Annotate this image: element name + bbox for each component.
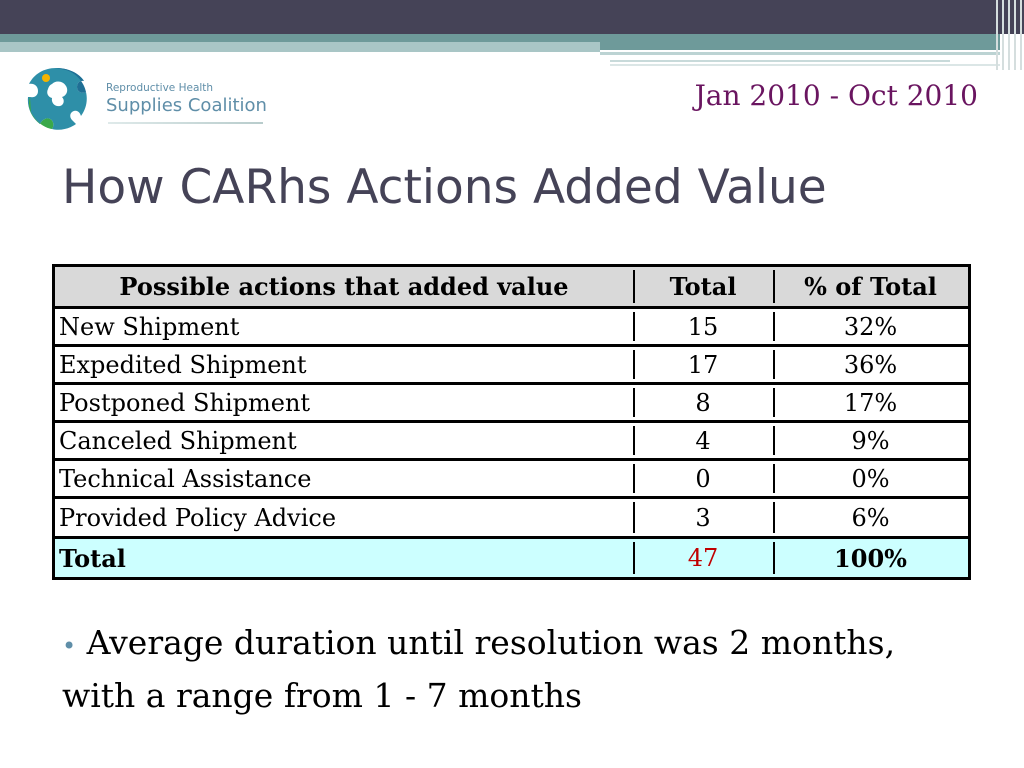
grand-total-percent: 100%: [773, 539, 968, 577]
puzzle-logo-icon: [27, 68, 87, 130]
action-cell: Postponed Shipment: [59, 388, 311, 417]
header-stripes: [994, 0, 1024, 70]
percent-cell: 0%: [773, 461, 968, 496]
action-cell: New Shipment: [59, 312, 240, 341]
header-line: [610, 60, 950, 62]
header-line: [610, 64, 1000, 66]
header-line: [600, 52, 1000, 55]
logo-line2: Supplies Coalition: [106, 95, 267, 116]
slide-title: How CARhs Actions Added Value: [62, 160, 827, 215]
total-label: Total: [59, 543, 126, 573]
table-row: Postponed Shipment 8 17%: [55, 385, 968, 423]
header-actions: Possible actions that added value: [119, 272, 569, 301]
total-cell: 4: [633, 423, 773, 458]
table-row: Expedited Shipment 17 36%: [55, 347, 968, 385]
bullet-point: • Average duration until resolution was …: [62, 618, 972, 720]
actions-table: Possible actions that added value Total …: [52, 264, 971, 580]
percent-cell: 6%: [773, 499, 968, 536]
header-band-light: [0, 42, 600, 52]
action-cell: Provided Policy Advice: [59, 503, 337, 532]
table-total-row: Total 47 100%: [55, 539, 968, 577]
header-percent: % of Total: [773, 267, 968, 306]
action-cell: Canceled Shipment: [59, 426, 297, 455]
logo-line1: Reproductive Health: [106, 82, 214, 94]
table-row: New Shipment 15 32%: [55, 309, 968, 347]
table-row: Canceled Shipment 4 9%: [55, 423, 968, 461]
table-header-row: Possible actions that added value Total …: [55, 267, 968, 309]
header-band-dark: [0, 0, 1024, 34]
logo-text: Reproductive Health Supplies Coalition: [106, 82, 267, 117]
total-cell: 15: [633, 309, 773, 344]
action-cell: Expedited Shipment: [59, 350, 307, 379]
grand-total-value: 47: [633, 539, 773, 577]
percent-cell: 32%: [773, 309, 968, 344]
total-cell: 0: [633, 461, 773, 496]
date-range: Jan 2010 - Oct 2010: [694, 79, 978, 112]
header-total: Total: [633, 267, 773, 306]
total-cell: 3: [633, 499, 773, 536]
bullet-text: Average duration until resolution was 2 …: [62, 623, 896, 715]
action-cell: Technical Assistance: [59, 464, 312, 493]
percent-cell: 17%: [773, 385, 968, 420]
percent-cell: 9%: [773, 423, 968, 458]
table-row: Technical Assistance 0 0%: [55, 461, 968, 499]
bullet-icon: •: [62, 632, 77, 660]
table-row: Provided Policy Advice 3 6%: [55, 499, 968, 539]
logo-underline: [108, 122, 263, 124]
percent-cell: 36%: [773, 347, 968, 382]
total-cell: 8: [633, 385, 773, 420]
total-cell: 17: [633, 347, 773, 382]
